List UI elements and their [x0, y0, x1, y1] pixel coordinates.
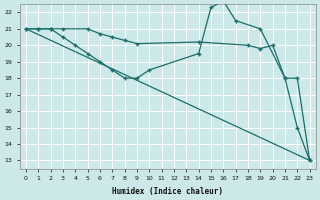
X-axis label: Humidex (Indice chaleur): Humidex (Indice chaleur) — [112, 187, 223, 196]
